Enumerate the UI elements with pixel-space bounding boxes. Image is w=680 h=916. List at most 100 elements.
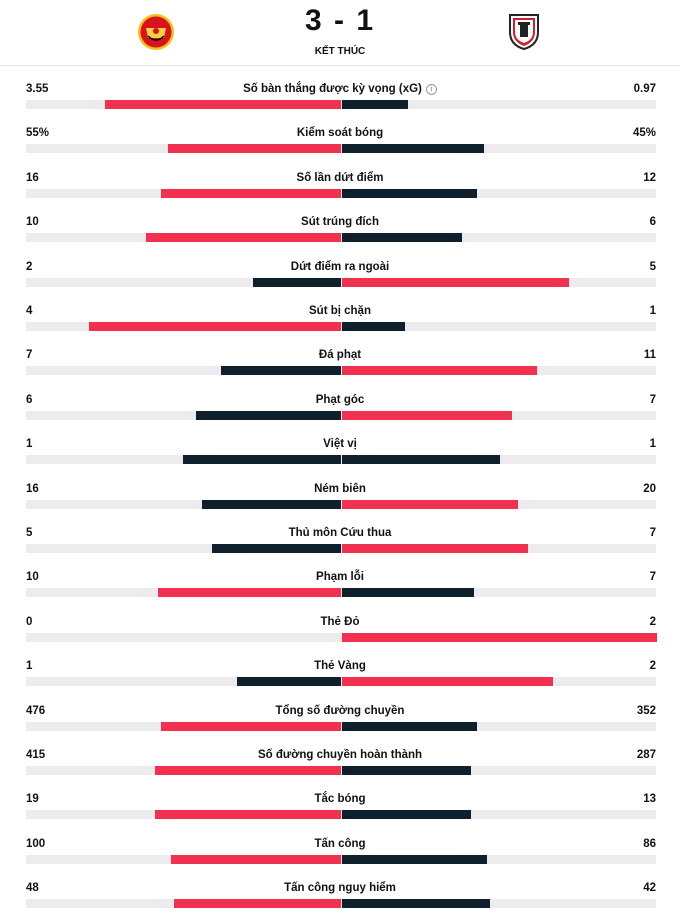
away-stat-value: 2 bbox=[649, 615, 656, 628]
stat-label: Số bàn thắng được kỳ vọng (xG) i bbox=[0, 80, 680, 98]
home-stat-value: 2 bbox=[26, 260, 33, 273]
away-stat-value: 86 bbox=[643, 837, 656, 850]
home-stat-bar bbox=[171, 854, 341, 864]
stat-bar-track bbox=[26, 588, 656, 598]
stat-label-text: Số bàn thắng được kỳ vọng (xG) bbox=[243, 83, 422, 95]
home-stat-bar bbox=[105, 100, 341, 109]
home-stat-bar bbox=[237, 677, 341, 687]
stat-bar-track bbox=[26, 410, 656, 420]
stat-row: 1 Việt vị 1 bbox=[0, 435, 680, 479]
info-icon[interactable]: i bbox=[425, 84, 437, 95]
stat-label-text: Tấn công nguy hiểm bbox=[284, 882, 396, 895]
stat-label-text: Phạt góc bbox=[315, 393, 365, 406]
home-stat-value: 476 bbox=[26, 704, 46, 717]
stat-row: 48 Tấn công nguy hiểm 42 bbox=[0, 879, 680, 916]
away-stat-value: 7 bbox=[649, 571, 656, 584]
home-stat-value: 415 bbox=[26, 749, 46, 761]
stat-label: Thẻ Đỏ bbox=[0, 613, 680, 631]
stat-row: 476 Tổng số đường chuyền 352 bbox=[0, 702, 680, 746]
stat-bar-track bbox=[26, 499, 656, 509]
away-stat-bar bbox=[342, 322, 405, 331]
away-stat-bar bbox=[342, 188, 477, 198]
stat-label-text: Thẻ Vàng bbox=[314, 660, 366, 673]
stat-row: 100 Tấn công 86 bbox=[0, 835, 680, 879]
away-stat-value: 11 bbox=[643, 349, 656, 362]
fulham-crest-icon[interactable] bbox=[504, 12, 544, 52]
stat-label-text: Số lần dứt điểm bbox=[296, 171, 384, 184]
home-stat-bar bbox=[174, 899, 341, 909]
home-stat-value: 10 bbox=[26, 216, 39, 229]
stat-label-text: Sút trúng đích bbox=[301, 216, 379, 229]
stat-label: Sút bị chặn bbox=[0, 302, 680, 320]
home-stat-bar bbox=[168, 144, 341, 154]
away-stat-value: 5 bbox=[649, 260, 656, 273]
away-stat-value: 7 bbox=[649, 527, 656, 539]
stat-label-text: Tổng số đường chuyền bbox=[275, 704, 405, 717]
stat-row: 3.55 Số bàn thắng được kỳ vọng (xG) i 0.97 bbox=[0, 80, 680, 124]
away-stat-bar bbox=[342, 455, 500, 465]
away-stat-value: 1 bbox=[649, 438, 656, 451]
home-stat-value: 16 bbox=[26, 482, 39, 495]
stat-row: 415 Số đường chuyền hoàn thành 287 bbox=[0, 746, 680, 790]
stat-label-text: Kiểm soát bóng bbox=[296, 127, 384, 140]
stat-label: Thẻ Vàng bbox=[0, 657, 680, 675]
away-stat-bar bbox=[342, 410, 512, 420]
stat-row: 16 Ném biên 20 bbox=[0, 480, 680, 524]
home-stat-bar bbox=[196, 410, 341, 420]
stat-label: Số lần dứt điểm bbox=[0, 169, 680, 187]
stat-row: 6 Phạt góc 7 bbox=[0, 391, 680, 435]
home-stat-bar bbox=[202, 499, 341, 509]
away-stat-value: 287 bbox=[636, 749, 656, 761]
stat-bar-track bbox=[26, 144, 656, 154]
home-stat-bar bbox=[183, 455, 341, 465]
home-stat-value: 19 bbox=[26, 793, 39, 806]
stat-row: 10 Phạm lỗi 7 bbox=[0, 568, 680, 612]
stat-label-text: Phạm lỗi bbox=[316, 571, 364, 584]
home-stat-bar bbox=[146, 233, 341, 243]
away-stat-value: 352 bbox=[636, 704, 656, 717]
away-stat-value: 1 bbox=[649, 305, 656, 317]
stat-bar-track bbox=[26, 810, 656, 820]
home-stat-bar bbox=[212, 544, 341, 553]
stat-label-text: Ném biên bbox=[314, 482, 366, 495]
away-stat-bar bbox=[342, 544, 528, 553]
away-stat-value: 20 bbox=[643, 482, 656, 495]
stat-label-text: Dứt điểm ra ngoài bbox=[290, 260, 390, 273]
home-stat-bar bbox=[161, 188, 341, 198]
home-stat-value: 5 bbox=[26, 527, 33, 539]
stat-row: 16 Số lần dứt điểm 12 bbox=[0, 169, 680, 213]
away-stat-bar bbox=[342, 854, 487, 864]
home-stat-value: 100 bbox=[26, 837, 46, 850]
stat-label: Phạm lỗi bbox=[0, 568, 680, 586]
home-stat-bar bbox=[158, 588, 341, 598]
stat-label-text: Số đường chuyền hoàn thành bbox=[257, 749, 423, 761]
away-stat-bar bbox=[342, 766, 471, 775]
away-stat-bar bbox=[342, 100, 408, 109]
home-stat-value: 7 bbox=[26, 349, 33, 362]
stat-label-text: Đá phạt bbox=[318, 349, 362, 362]
stat-label-text: Tắc bóng bbox=[314, 793, 366, 806]
stat-bar-track bbox=[26, 455, 656, 465]
away-stat-bar bbox=[342, 144, 484, 154]
stat-row: 7 Đá phạt 11 bbox=[0, 346, 680, 390]
stat-bar-track bbox=[26, 233, 656, 243]
stat-row: 0 Thẻ Đỏ 2 bbox=[0, 613, 680, 657]
home-stat-bar bbox=[161, 721, 341, 731]
away-stat-value: 45% bbox=[632, 127, 656, 140]
away-stat-bar bbox=[342, 899, 490, 909]
stat-label: Tấn công nguy hiểm bbox=[0, 879, 680, 897]
manchester-united-crest-icon[interactable] bbox=[136, 12, 176, 52]
match-header: 3 - 1 KẾT THÚC bbox=[0, 0, 680, 66]
stat-bar-track bbox=[26, 677, 656, 687]
stat-row: 2 Dứt điểm ra ngoài 5 bbox=[0, 258, 680, 302]
stat-bar-track bbox=[26, 766, 656, 775]
home-stat-bar bbox=[253, 277, 341, 287]
stat-label-text: Thủ môn Cứu thua bbox=[288, 527, 392, 539]
stat-label: Số đường chuyền hoàn thành bbox=[0, 746, 680, 764]
stat-row: 55% Kiểm soát bóng 45% bbox=[0, 124, 680, 168]
home-stat-value: 6 bbox=[26, 393, 33, 406]
away-stat-bar bbox=[342, 721, 477, 731]
stat-label: Tắc bóng bbox=[0, 790, 680, 808]
match-status: KẾT THÚC bbox=[314, 46, 366, 57]
home-stat-value: 48 bbox=[26, 882, 39, 895]
